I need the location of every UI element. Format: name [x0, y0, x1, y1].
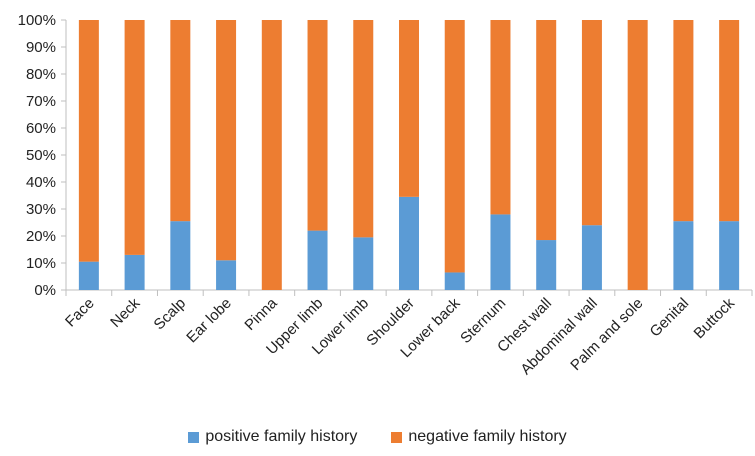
legend-swatch-positive	[188, 431, 200, 443]
x-category-label: Pinna	[241, 294, 281, 334]
legend-swatch-negative	[391, 431, 403, 443]
y-tick-label: 40%	[26, 174, 56, 191]
bar-negative	[353, 20, 374, 238]
y-tick-label: 80%	[26, 66, 56, 83]
legend-item-positive: positive family history	[188, 428, 357, 446]
stacked-bar-chart: 0% 10% 20% 30% 40% 50% 60% 70% 80% 90% 100% Face Ne…	[18, 12, 753, 378]
bar-positive	[490, 214, 511, 290]
bar-negative	[719, 20, 740, 222]
x-category-label: Ear lobe	[183, 295, 235, 347]
bar-positive	[399, 196, 419, 290]
bars	[78, 20, 740, 290]
bar-negative	[261, 20, 282, 290]
x-axis	[65, 289, 753, 296]
bar-negative	[490, 20, 511, 215]
y-axis: 0% 10% 20% 30% 40% 50% 60% 70% 80% 90% 100%	[18, 12, 67, 299]
bar-negative	[216, 20, 237, 261]
y-tick-label: 50%	[26, 147, 56, 164]
bar-positive	[216, 260, 237, 290]
bar-negative	[444, 20, 465, 273]
legend-item-negative: negative family history	[391, 428, 567, 446]
bar-positive	[673, 221, 694, 290]
x-category-label: Scalp	[151, 295, 190, 334]
bar-negative	[307, 20, 328, 231]
legend-label-negative: negative family history	[408, 428, 567, 445]
y-tick-label: 30%	[26, 201, 56, 218]
bar-positive	[307, 230, 328, 290]
bar-positive	[719, 221, 740, 290]
bar-negative	[673, 20, 694, 222]
bar-negative	[536, 20, 557, 241]
y-tick-label: 10%	[26, 255, 56, 272]
bar-positive	[78, 261, 99, 290]
y-tick-label: 20%	[26, 228, 56, 245]
bar-negative	[627, 20, 648, 290]
bar-negative	[581, 20, 602, 226]
y-tick-label: 90%	[26, 39, 56, 56]
x-category-label: Face	[62, 295, 98, 331]
bar-positive	[536, 240, 557, 290]
bar-negative	[399, 20, 419, 197]
y-tick-label: 100%	[18, 12, 56, 29]
bar-positive	[124, 254, 145, 290]
bar-negative	[124, 20, 145, 255]
y-tick-label: 60%	[26, 120, 56, 137]
bar-negative	[78, 20, 99, 262]
y-tick-label: 0%	[34, 282, 56, 299]
bar-positive	[170, 221, 191, 290]
legend: positive family history negative family …	[0, 428, 755, 446]
x-category-label: Buttock	[691, 294, 739, 342]
legend-label-positive: positive family history	[205, 428, 358, 445]
bar-positive	[444, 272, 465, 290]
bar-positive	[353, 237, 374, 290]
bar-negative	[170, 20, 191, 222]
y-tick-label: 70%	[26, 93, 56, 110]
x-category-label: Genital	[647, 295, 693, 341]
bar-positive	[581, 225, 602, 290]
x-category-label: Neck	[107, 294, 144, 331]
